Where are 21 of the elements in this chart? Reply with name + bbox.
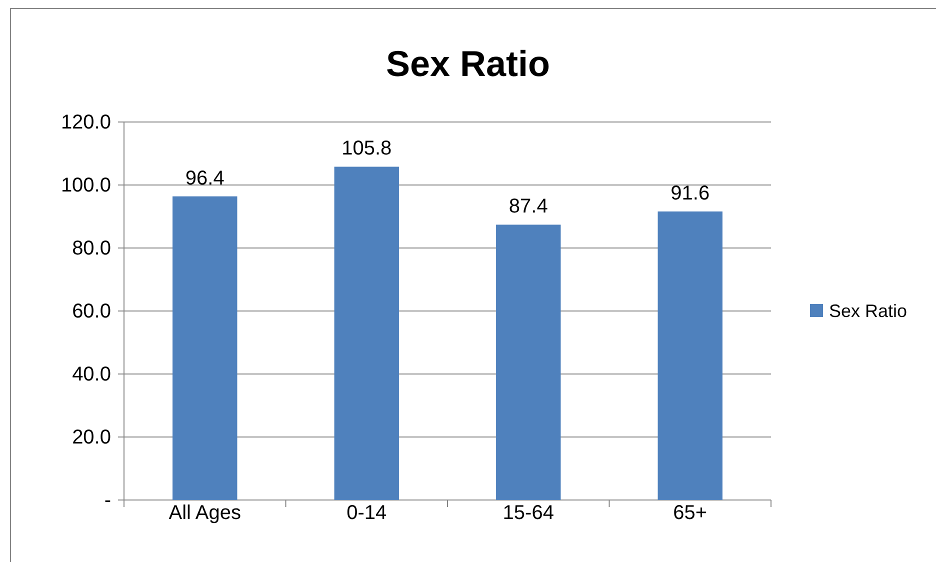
data-label: 105.8: [342, 138, 392, 160]
bar: [334, 166, 399, 500]
data-label: 87.4: [508, 196, 548, 218]
bar: [172, 196, 238, 500]
y-tick-label: 60.0: [72, 300, 111, 322]
bar: [658, 211, 722, 500]
x-tick-label: 65+: [673, 502, 708, 524]
y-tick-label: -: [104, 489, 111, 512]
data-label: 91.6: [670, 182, 710, 204]
y-tick-label: 40.0: [72, 363, 111, 386]
y-tick-label: 80.0: [72, 237, 111, 260]
y-tick-label: 120.0: [60, 111, 111, 134]
legend-label: Sex Ratio: [829, 301, 908, 321]
y-tick-label: 100.0: [60, 174, 111, 196]
x-tick-label: 0-14: [346, 502, 387, 524]
x-tick-label: 15-64: [502, 502, 554, 524]
data-label: 96.4: [185, 167, 224, 190]
bar: [496, 224, 561, 500]
chart-title: Sex Ratio: [386, 43, 550, 84]
y-tick-label: 20.0: [72, 426, 111, 448]
x-tick-label: All Ages: [168, 502, 242, 524]
